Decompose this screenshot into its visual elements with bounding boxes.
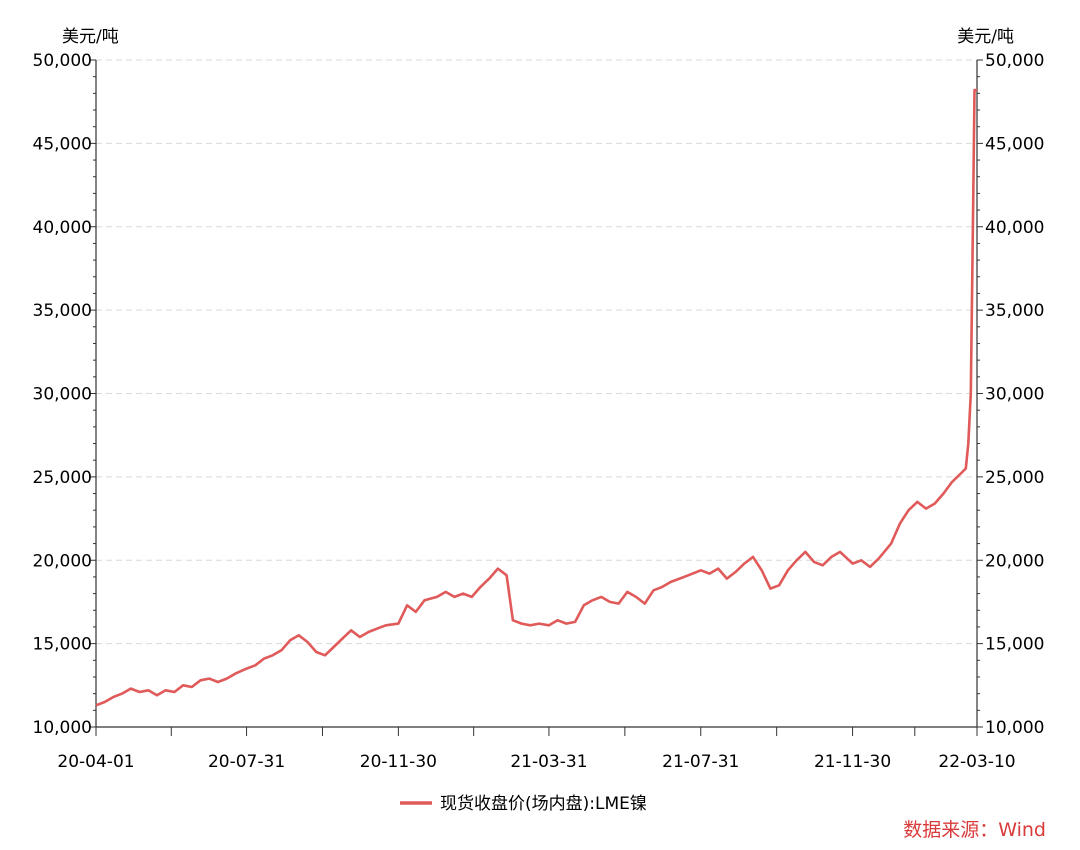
y-tick-label-right: 35,000	[985, 301, 1044, 321]
data-source: 数据来源：Wind	[903, 819, 1046, 841]
series-group	[95, 88, 977, 707]
y-tick-label-right: 15,000	[985, 635, 1044, 655]
y-tick-label-left: 35,000	[33, 301, 92, 321]
y-tick-label-right: 45,000	[985, 134, 1044, 154]
y-unit-right: 美元/吨	[957, 27, 1014, 47]
left-y-axis: 10,000 15,000 20,000 25,000 30,000 35,000 40,0…	[33, 51, 96, 738]
y-tick-label-left: 50,000	[33, 51, 92, 71]
y-tick-label-right: 40,000	[985, 218, 1044, 238]
y-tick-label-right: 30,000	[985, 385, 1044, 405]
x-tick-label: 21-03-31	[510, 752, 587, 772]
y-tick-label-left: 20,000	[33, 551, 92, 571]
x-tick-label: 22-03-10	[938, 752, 1015, 772]
y-tick-label-right: 50,000	[985, 51, 1044, 71]
y-tick-label-left: 40,000	[33, 218, 92, 238]
y-tick-label-left: 15,000	[33, 635, 92, 655]
grid-lines	[96, 59, 977, 645]
y-tick-label-left: 45,000	[33, 134, 92, 154]
y-tick-label-left: 30,000	[33, 385, 92, 405]
y-unit-left: 美元/吨	[62, 27, 119, 47]
y-tick-label-right: 10,000	[985, 718, 1044, 738]
x-tick-label: 20-04-01	[57, 752, 134, 772]
y-tick-label-left: 25,000	[33, 468, 92, 488]
y-tick-label-right: 25,000	[985, 468, 1044, 488]
legend-label-nickel: 现货收盘价(场内盘):LME镍	[440, 794, 647, 814]
series-line-nickel	[95, 88, 977, 707]
x-tick-label: 21-11-30	[814, 752, 891, 772]
right-y-axis: 10,000 15,000 20,000 25,000 30,000 35,000 40,0…	[977, 51, 1044, 738]
y-tick-label-right: 20,000	[985, 551, 1044, 571]
x-axis: 20-04-01 20-07-31 20-11-30 21-03-31 21-07-31…	[57, 727, 1016, 772]
x-tick-label: 20-07-31	[208, 752, 285, 772]
x-tick-label: 20-11-30	[360, 752, 437, 772]
y-tick-label-left: 10,000	[33, 718, 92, 738]
legend[interactable]: 现货收盘价(场内盘):LME镍	[400, 794, 647, 814]
x-tick-label: 21-07-31	[662, 752, 739, 772]
